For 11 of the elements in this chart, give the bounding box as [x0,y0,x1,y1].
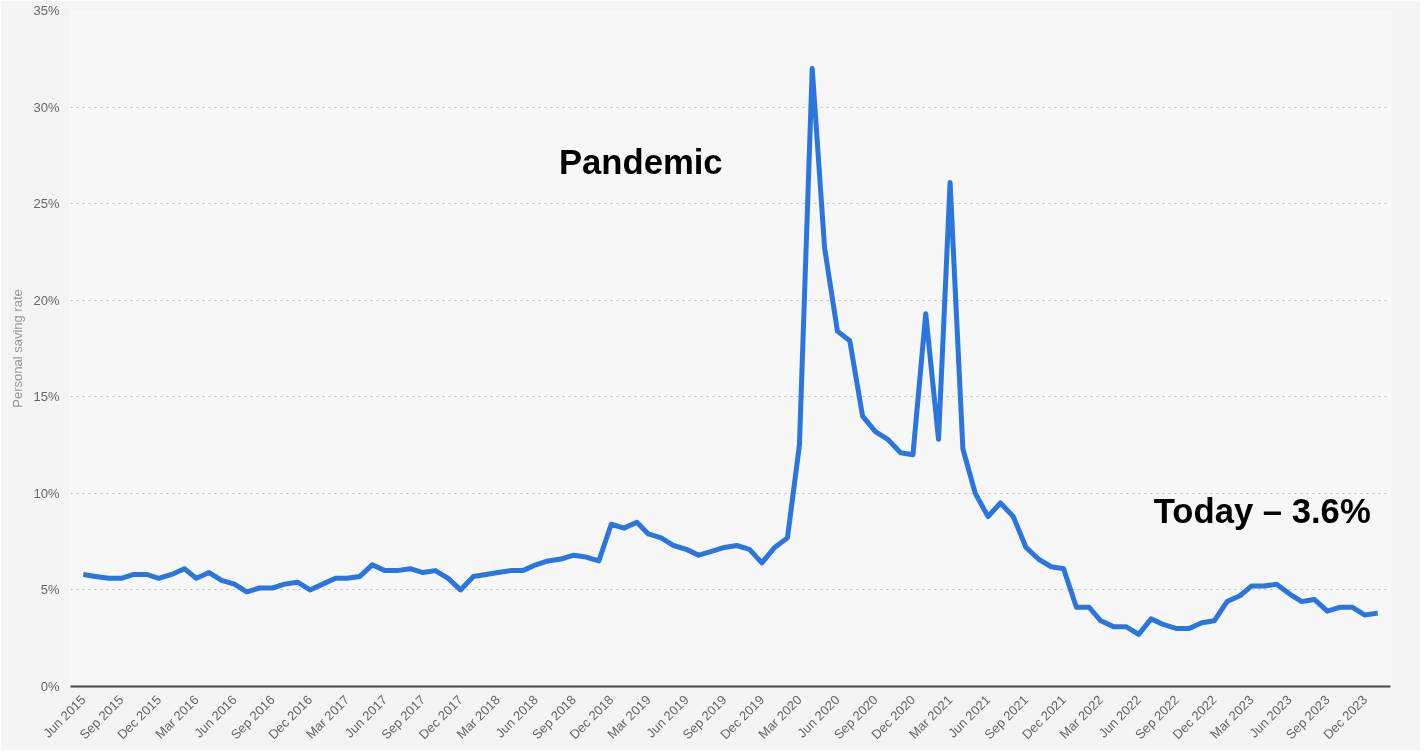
annotation: Pandemic [558,142,723,181]
y-tick-label: 15% [33,389,60,405]
y-axis-title: Personal saving rate [10,289,26,408]
y-tick-label: 10% [33,485,60,501]
y-tick-label: 30% [33,99,60,115]
y-tick-label: 0% [40,679,60,694]
y-tick-label: 5% [40,582,60,598]
annotation: Today – 3.6% [1153,491,1371,530]
y-tick-label: 20% [33,292,60,308]
y-tick-label: 25% [33,196,60,212]
y-tick-label: 35% [33,3,60,18]
